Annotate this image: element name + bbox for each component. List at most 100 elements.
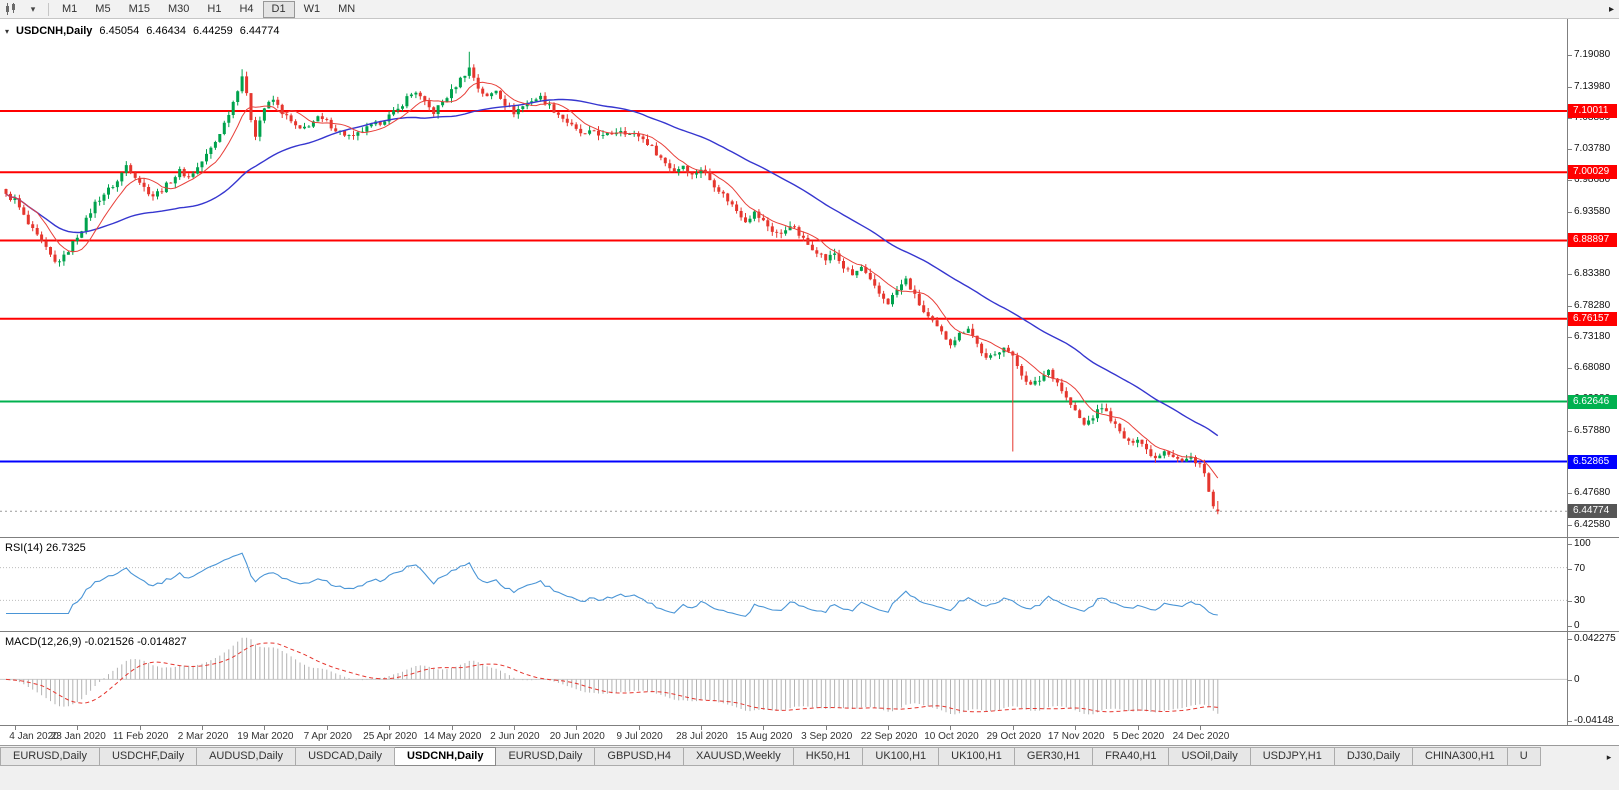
- chart-tab[interactable]: GBPUSD,H4: [595, 747, 684, 766]
- macd-plot[interactable]: [0, 632, 1567, 725]
- chevron-down-icon[interactable]: ▾: [30, 3, 36, 14]
- price-axis-tick: [1568, 211, 1572, 213]
- main-chart-panel[interactable]: ▾ USDCNH,Daily 6.45054 6.46434 6.44259 6…: [0, 19, 1567, 537]
- date-tick: [77, 726, 79, 730]
- chart-tab[interactable]: UK100,H1: [863, 747, 940, 766]
- rsi-axis-tick: [1568, 626, 1572, 627]
- macd-panel[interactable]: MACD(12,26,9) -0.021526 -0.014827: [0, 631, 1567, 725]
- date-tick: [950, 726, 952, 730]
- timeframe-button-w1[interactable]: W1: [303, 3, 321, 15]
- down-wicks: [5, 64, 1219, 515]
- chart-tab[interactable]: EURUSD,Daily: [496, 747, 596, 766]
- date-label: 2 Jun 2020: [490, 731, 540, 742]
- tab-strip: EURUSD,Daily USDCHF,Daily AUDUSD,Daily USDC…: [0, 747, 1597, 768]
- price-line-tag[interactable]: 6.62646: [1568, 394, 1617, 409]
- rsi-panel[interactable]: RSI(14) 26.7325: [0, 537, 1567, 631]
- timeframe-button-m15[interactable]: M15: [128, 3, 150, 15]
- date-tick: [389, 726, 391, 730]
- rsi-line: [6, 552, 1218, 617]
- timeframe-button-h4[interactable]: H4: [239, 3, 254, 15]
- tab-scroll-right-icon[interactable]: ▸: [1606, 752, 1612, 762]
- chart-tab[interactable]: XAUUSD,Weekly: [683, 747, 794, 766]
- price-axis-tick: [1568, 336, 1572, 338]
- chart-tab[interactable]: USDCNH,Daily: [395, 747, 497, 766]
- candlestick-glyph-icon: [6, 3, 15, 15]
- chart-tab[interactable]: GER30,H1: [1014, 747, 1094, 766]
- price-axis-label: 6.93580: [1574, 205, 1611, 217]
- chart-tab[interactable]: FRA40,H1: [1093, 747, 1170, 766]
- chart-tab[interactable]: EURUSD,Daily: [0, 747, 100, 766]
- date-label: 29 Oct 2020: [986, 731, 1042, 742]
- price-axis-label: 6.83380: [1574, 268, 1611, 280]
- price-axis[interactable]: 7.190807.139807.088807.037806.986806.935…: [1567, 19, 1619, 537]
- price-line-tag[interactable]: 6.88897: [1568, 233, 1617, 248]
- date-tick: [1199, 726, 1201, 730]
- date-tick: [139, 726, 141, 730]
- date-label: 15 Aug 2020: [736, 731, 793, 742]
- up-wicks: [14, 51, 1192, 462]
- date-tick: [513, 726, 515, 730]
- macd-axis-label: 0.042275: [1574, 632, 1616, 644]
- date-tick: [1137, 726, 1139, 730]
- timeframe-toolbar: M1 M5 M15 M30 H1 H4 D1 W1 MN: [53, 0, 364, 19]
- price-axis-label: 6.73180: [1574, 330, 1611, 342]
- price-axis-label: 6.42580: [1574, 518, 1611, 530]
- chart-tab[interactable]: CHINA300,H1: [1413, 747, 1508, 766]
- toolbar-overflow-icon[interactable]: ▸: [1608, 3, 1614, 15]
- price-line-tag[interactable]: 6.52865: [1568, 454, 1617, 469]
- date-tick: [202, 726, 204, 730]
- date-label: 2 Mar 2020: [177, 731, 229, 742]
- timeframe-button-m5[interactable]: M5: [95, 3, 111, 15]
- price-axis-label: 6.47680: [1574, 487, 1611, 499]
- top-toolbar: ▾ M1 M5 M15 M30 H1 H4 D1 W1 MN ▸: [0, 0, 1619, 19]
- macd-signal-line: [5, 642, 1218, 713]
- date-label: 10 Oct 2020: [924, 731, 979, 742]
- price-axis-tick: [1568, 180, 1572, 182]
- chart-tab-overflow[interactable]: U: [1507, 747, 1541, 766]
- chart-tab[interactable]: USDCHF,Daily: [99, 747, 198, 766]
- price-axis-tick: [1568, 117, 1572, 119]
- timeframe-button-d1[interactable]: D1: [262, 0, 295, 18]
- date-tick: [451, 726, 453, 730]
- chart-tab[interactable]: DJ30,Daily: [1334, 747, 1414, 766]
- price-axis-label: 6.68080: [1574, 362, 1611, 374]
- date-tick: [700, 726, 702, 730]
- macd-axis-label: 0: [1574, 674, 1580, 686]
- date-label: 14 May 2020: [423, 731, 482, 742]
- date-tick: [763, 726, 765, 730]
- price-line-tag[interactable]: 6.76157: [1568, 311, 1617, 326]
- timeframe-button-m1[interactable]: M1: [62, 3, 78, 15]
- price-axis-label: 6.78280: [1574, 299, 1611, 311]
- timeframe-button-h1[interactable]: H1: [207, 3, 222, 15]
- price-line-tag[interactable]: 7.10011: [1568, 103, 1617, 118]
- candles: [4, 51, 1220, 515]
- date-label: 3 Sep 2020: [801, 731, 853, 742]
- date-tick: [825, 726, 827, 730]
- rsi-axis-label: 100: [1574, 538, 1591, 549]
- rsi-plot[interactable]: [0, 538, 1567, 631]
- chart-icon[interactable]: [0, 1, 22, 18]
- price-axis-tick: [1568, 149, 1572, 151]
- macd-axis-tick: [1568, 680, 1572, 682]
- chart-tab[interactable]: HK50,H1: [793, 747, 864, 766]
- price-axis-tick: [1568, 55, 1572, 57]
- timeframe-button-mn[interactable]: MN: [338, 3, 356, 15]
- date-tick: [1012, 726, 1014, 730]
- date-tick: [1075, 726, 1077, 730]
- rsi-axis: 100 70 30 0: [1567, 537, 1619, 631]
- chart-tab[interactable]: USOil,Daily: [1169, 747, 1251, 766]
- chart-tab[interactable]: USDJPY,H1: [1250, 747, 1335, 766]
- price-line-tag[interactable]: 7.00029: [1568, 165, 1617, 180]
- date-label: 5 Dec 2020: [1112, 731, 1165, 742]
- macd-axis: 0.042275 0 -0.04148: [1567, 631, 1619, 725]
- rsi-label: RSI(14) 26.7325: [5, 542, 86, 554]
- chart-tab[interactable]: USDCAD,Daily: [296, 747, 396, 766]
- main-plot[interactable]: [0, 19, 1567, 537]
- chart-tab[interactable]: UK100,H1: [939, 747, 1015, 766]
- macd-axis-tick: [1568, 721, 1572, 723]
- date-label: 25 Apr 2020: [363, 731, 418, 742]
- chart-tab[interactable]: AUDUSD,Daily: [197, 747, 297, 766]
- date-label: 7 Apr 2020: [303, 731, 352, 742]
- timeframe-button-m30[interactable]: M30: [167, 3, 190, 15]
- date-label: 19 Mar 2020: [237, 731, 294, 742]
